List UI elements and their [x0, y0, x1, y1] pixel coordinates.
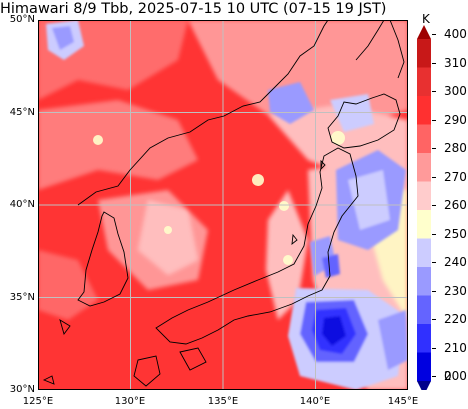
colorbar-cell	[417, 210, 431, 239]
lat-tick-35: 35°N	[9, 292, 35, 303]
colorbar-tick-mark	[432, 176, 436, 178]
lon-tick-145: 145°E	[387, 396, 419, 407]
colorbar-cell	[417, 324, 431, 353]
graticule	[38, 20, 408, 390]
colorbar-unit: K	[422, 12, 430, 26]
lon-tick-130: 130°E	[114, 396, 146, 407]
colorbar-tick-mark	[432, 290, 436, 292]
colorbar-tick-label: 0	[444, 369, 452, 383]
lon-tick-135: 135°E	[207, 396, 239, 407]
colorbar-tick-label: 210	[444, 340, 467, 355]
satellite-map[interactable]	[38, 20, 408, 390]
colorbar-tick-label: 300	[444, 84, 467, 98]
colorbar-tick-label: 310	[444, 55, 467, 70]
colorbar-cell	[417, 67, 431, 97]
colorbar-cell	[417, 181, 431, 211]
colorbar-tick-mark	[432, 205, 436, 206]
colorbar-tick-label: 200	[444, 369, 467, 383]
colorbar-tick-mark	[432, 148, 436, 149]
colorbar-tick-label: 280	[444, 141, 467, 155]
tbb-image	[38, 20, 408, 390]
lon-tick-140: 140°E	[299, 396, 331, 407]
colorbar-tick-mark	[432, 233, 436, 235]
map-title: Himawari 8/9 Tbb, 2025-07-15 10 UTC (07-…	[0, 1, 387, 17]
colorbar-tick-label: 290	[444, 112, 467, 127]
colorbar-cell	[417, 124, 431, 154]
colorbar-tick-mark	[432, 34, 436, 35]
colorbar-tick-mark	[432, 62, 436, 64]
colorbar-extend-min	[417, 381, 431, 390]
lat-tick-40: 40°N	[9, 199, 35, 210]
colorbar-cell	[417, 238, 431, 268]
colorbar-cell	[417, 153, 431, 182]
colorbar-cell	[417, 295, 431, 325]
colorbar	[417, 25, 431, 390]
colorbar-tick-label: 220	[444, 312, 467, 326]
lat-tick-45: 45°N	[9, 107, 35, 118]
colorbar-cell	[417, 352, 431, 382]
colorbar-tick-mark	[432, 319, 436, 320]
coastlines	[42, 20, 405, 387]
lat-tick-30: 30°N	[9, 384, 35, 395]
colorbar-cell	[417, 96, 431, 125]
colorbar-tick-label: 400	[444, 27, 467, 41]
colorbar-tick-mark	[432, 376, 436, 377]
colorbar-extend-max	[417, 25, 431, 39]
lon-tick-125: 125°E	[22, 396, 54, 407]
colorbar-cell	[417, 39, 431, 68]
colorbar-tick-mark	[432, 262, 436, 263]
colorbar-tick-label: 270	[444, 169, 467, 184]
colorbar-tick-label: 240	[444, 255, 467, 269]
colorbar-tick-label: 250	[444, 226, 467, 241]
colorbar-tick-label: 260	[444, 198, 467, 212]
colorbar-cell	[417, 267, 431, 296]
lat-tick-50: 50°N	[9, 14, 35, 25]
colorbar-tick-mark	[432, 347, 436, 349]
colorbar-tick-label: 230	[444, 283, 467, 298]
colorbar-tick-mark	[432, 91, 436, 92]
colorbar-tick-mark	[432, 119, 436, 121]
